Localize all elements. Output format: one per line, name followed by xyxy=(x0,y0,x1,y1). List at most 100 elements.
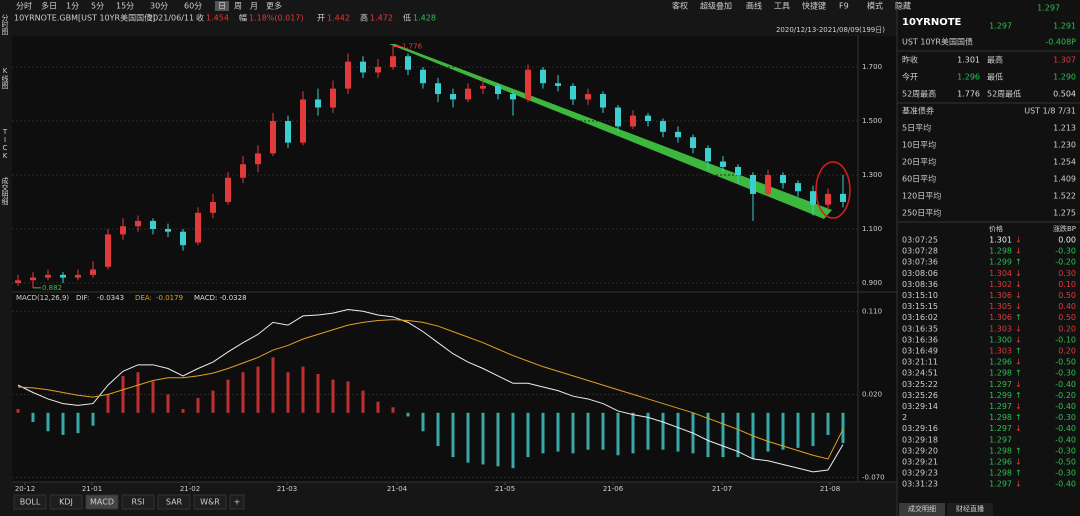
trade-arrow: ↓ xyxy=(1015,324,1022,333)
trade-price: 1.303 xyxy=(989,324,1012,333)
indicator-tab[interactable]: BOLL xyxy=(20,498,41,507)
info-value: 1.428 xyxy=(413,14,436,23)
trade-price: 1.306 xyxy=(989,313,1012,322)
bottom-tab[interactable]: 财经直播 xyxy=(956,504,984,513)
indicator-tab-bg[interactable] xyxy=(121,494,155,510)
trade-arrow: ↑ xyxy=(1015,369,1022,378)
indicator-tab[interactable]: KDJ xyxy=(59,498,73,507)
macd-bar xyxy=(316,374,320,413)
toolbar-button[interactable]: 模式 xyxy=(867,1,883,11)
average-label: 250日平均 xyxy=(902,208,941,218)
macd-bar xyxy=(196,398,200,413)
trade-change: -0.40 xyxy=(1055,424,1076,433)
macd-bar xyxy=(16,409,20,413)
toolbar-button[interactable]: 15分 xyxy=(116,2,134,11)
indicator-tab[interactable]: + xyxy=(234,498,241,507)
macd-bar xyxy=(676,412,680,452)
toolbar-button[interactable]: 超级叠加 xyxy=(700,1,732,11)
macd-bar xyxy=(496,412,500,467)
info-label: 开 xyxy=(317,14,325,23)
benchmark-label: 基准债券 xyxy=(902,106,934,116)
candle-body xyxy=(795,183,801,192)
average-label: 5日平均 xyxy=(902,123,931,133)
trade-arrow: ↓ xyxy=(1015,358,1022,367)
candle-body xyxy=(840,193,846,203)
toolbar-button[interactable]: 周 xyxy=(234,2,242,11)
toolbar-button[interactable]: 日 xyxy=(218,2,226,11)
info-label: 低 xyxy=(403,13,411,23)
toolbar-button[interactable]: 1分 xyxy=(66,2,79,11)
indicator-tab[interactable]: RSI xyxy=(132,498,145,507)
toolbar-button[interactable]: 5分 xyxy=(91,2,104,11)
macd-bar xyxy=(736,412,740,458)
x-tick-label: 21-07 xyxy=(712,485,732,493)
side-tab[interactable]: 分时图 xyxy=(1,13,9,36)
indicator-tab-bg[interactable] xyxy=(49,494,83,510)
side-tab[interactable]: K线图 xyxy=(1,67,9,90)
readout-label: MACD: xyxy=(194,294,217,302)
toolbar-button[interactable]: 画线 xyxy=(746,1,762,11)
side-tab[interactable]: TICK xyxy=(1,128,9,160)
toolbar-button[interactable]: 快捷键 xyxy=(802,1,826,11)
trade-price: 1.304 xyxy=(989,269,1012,278)
toolbar-button[interactable]: 工具 xyxy=(774,2,790,11)
toolbar-button[interactable]: 60分 xyxy=(184,2,202,11)
macd-bar xyxy=(136,372,140,413)
bottom-tab[interactable]: 成交明细 xyxy=(908,504,936,513)
stat-label: 今开 xyxy=(902,72,918,82)
trade-change: -0.40 xyxy=(1055,480,1076,489)
candle-body xyxy=(120,226,126,235)
trade-time: 03:24:51 xyxy=(902,369,938,378)
trade-price: 1.298 xyxy=(989,469,1012,478)
toolbar-button[interactable]: 多日 xyxy=(41,1,57,11)
indicator-tab[interactable]: SAR xyxy=(166,498,183,507)
candle-body xyxy=(660,121,666,132)
trade-arrow: ↑ xyxy=(1015,313,1022,322)
toolbar-button[interactable]: F9 xyxy=(839,2,849,11)
trade-arrow: ↓ xyxy=(1015,402,1022,411)
trade-arrow: ↓ xyxy=(1015,280,1022,289)
candle-body xyxy=(60,274,66,278)
macd-bar xyxy=(481,412,485,465)
trade-time: 03:07:36 xyxy=(902,258,938,267)
indicator-tab-bg[interactable] xyxy=(13,494,47,510)
trade-price: 1.298 xyxy=(989,413,1012,422)
toolbar-button[interactable]: 30分 xyxy=(150,2,168,11)
candle-body xyxy=(495,85,501,95)
average-value: 1.409 xyxy=(1053,175,1076,184)
toolbar-button[interactable]: 分时 xyxy=(16,1,32,11)
toolbar-button[interactable]: 客权 xyxy=(672,1,688,11)
candle-body xyxy=(345,61,351,89)
bottom-tab-bg[interactable] xyxy=(899,503,945,516)
macd-bar xyxy=(616,412,620,456)
candle-body xyxy=(825,193,831,205)
side-tab[interactable]: 成交明细 xyxy=(1,176,9,206)
x-tick-label: 21-06 xyxy=(603,485,624,493)
candle-body xyxy=(420,69,426,84)
toolbar-button[interactable]: 更多 xyxy=(266,1,282,11)
stat-value: 0.504 xyxy=(1053,90,1076,99)
indicator-tab[interactable]: MACD xyxy=(90,498,114,507)
trade-price: 1.299 xyxy=(989,258,1012,267)
readout-value: -0.0343 xyxy=(97,294,124,302)
candle-body xyxy=(285,121,291,143)
trade-arrow: ↓ xyxy=(1015,291,1022,300)
benchmark-value: UST 1/8 7/31 xyxy=(1024,107,1076,116)
trade-arrow: ↑ xyxy=(1015,469,1022,478)
indicator-tab-bg[interactable] xyxy=(85,494,119,510)
indicator-tab-bg[interactable] xyxy=(193,494,227,510)
candle-body xyxy=(135,220,141,227)
indicator-tab-bg[interactable] xyxy=(229,494,245,510)
indicator-tab[interactable]: W&R xyxy=(200,498,220,507)
candle-body xyxy=(90,269,96,275)
trade-change: -0.30 xyxy=(1055,469,1076,478)
toolbar-button[interactable]: 月 xyxy=(250,2,258,11)
trade-price: 1.297 xyxy=(989,380,1012,389)
readout-label: DIF: xyxy=(76,294,89,302)
macd-bar xyxy=(421,412,425,432)
indicator-tab-bg[interactable] xyxy=(157,494,191,510)
toolbar-button[interactable]: 隐藏 xyxy=(895,1,911,11)
average-value: 1.213 xyxy=(1053,124,1076,133)
bottom-tab-bg[interactable] xyxy=(947,503,993,516)
stat-value: 1.301 xyxy=(957,56,980,65)
